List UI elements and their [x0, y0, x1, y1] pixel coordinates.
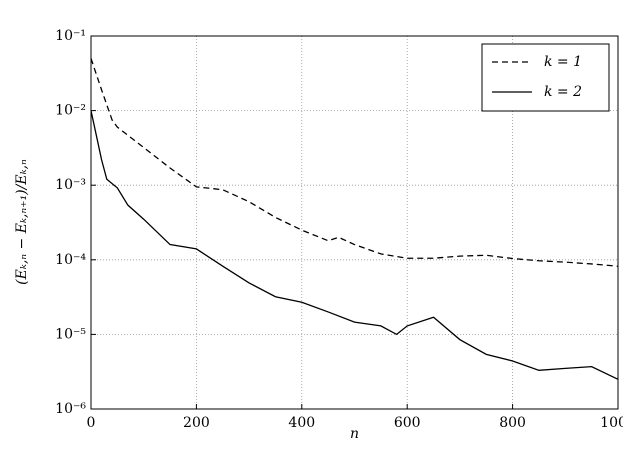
legend-label: k = 1	[544, 54, 582, 70]
x-tick-label: 200	[183, 415, 210, 431]
y-tick-label: 10⁻¹	[55, 28, 86, 44]
plot-frame	[90, 35, 619, 410]
y-tick-label: 10⁻⁴	[55, 252, 86, 268]
y-axis-label: (Eₖ,ₙ − Eₖ,ₙ₊₁)/Eₖ,ₙ	[14, 159, 30, 285]
x-axis-label: n	[350, 426, 359, 442]
x-tick-label: 400	[288, 415, 315, 431]
y-tick-label: 10⁻³	[55, 177, 86, 193]
line	[90, 110, 619, 380]
y-tick-label: 10⁻²	[55, 103, 86, 119]
legend-label: k = 2	[544, 84, 582, 100]
legend-box	[481, 43, 610, 112]
y-tick-label: 10⁻⁵	[55, 326, 86, 342]
line	[90, 58, 619, 267]
x-tick-label: 800	[499, 415, 526, 431]
y-tick-label: 10⁻⁶	[55, 401, 86, 417]
x-tick-label: 600	[394, 415, 421, 431]
x-tick-label: 0	[87, 415, 96, 431]
x-tick-label: 1000	[600, 415, 623, 431]
